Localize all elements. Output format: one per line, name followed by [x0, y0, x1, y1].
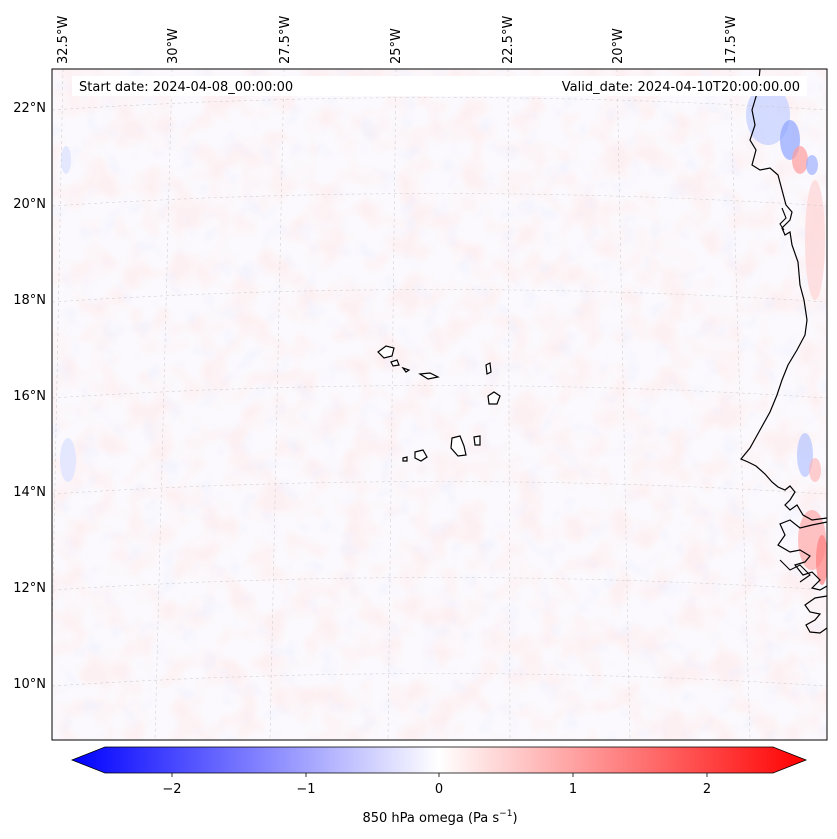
- longitude-labels: 32.5°W 30°W 27.5°W 25°W 22.5°W 20°W 17.5…: [56, 16, 739, 64]
- colorbar-tick-neg1: −1: [296, 782, 315, 797]
- colorbar-tick-neg2: −2: [162, 782, 181, 797]
- lon-label-25w: 25°W: [389, 28, 404, 64]
- lat-label-22n: 22°N: [13, 101, 46, 116]
- lat-label-14n: 14°N: [13, 485, 46, 500]
- africa-coastline-south: [777, 519, 827, 591]
- africa-coastline: [740, 69, 827, 521]
- africa-coastline-guinea: [804, 595, 827, 634]
- date-header-background: [72, 76, 807, 96]
- lat-label-18n: 18°N: [13, 293, 46, 308]
- lon-label-32-5w: 32.5°W: [56, 16, 71, 64]
- lon-label-27-5w: 27.5°W: [278, 16, 293, 64]
- colorbar-tick-marks: [171, 773, 708, 777]
- valid-date-label: Valid_date: 2024-04-10T20:00:00.00: [562, 80, 800, 95]
- colorbar-title: 850 hPa omega (Pa s−1): [362, 809, 517, 826]
- lat-label-12n: 12°N: [13, 581, 46, 596]
- colorbar-tick-0: 0: [435, 782, 443, 797]
- colorbar: −2 −1 0 1 2 850 hPa omega (Pa s−1): [70, 746, 808, 826]
- coastal-omega-features: [60, 85, 827, 585]
- lon-label-20w: 20°W: [611, 28, 626, 64]
- lat-label-20n: 20°N: [13, 197, 46, 212]
- lat-label-10n: 10°N: [13, 677, 46, 692]
- lon-label-30w: 30°W: [166, 28, 181, 64]
- lon-label-22-5w: 22.5°W: [501, 16, 516, 64]
- start-date-label: Start date: 2024-04-08_00:00:00: [79, 80, 293, 95]
- lat-label-16n: 16°N: [13, 389, 46, 404]
- colorbar-tick-2: 2: [703, 782, 711, 797]
- colorbar-tick-1: 1: [569, 782, 577, 797]
- cape-verde-islands: [377, 345, 501, 462]
- latitude-labels: 22°N 20°N 18°N 16°N 14°N 12°N 10°N: [13, 101, 46, 692]
- colorbar-body: [70, 746, 808, 774]
- map-panel: [52, 69, 827, 740]
- lon-label-17-5w: 17.5°W: [724, 16, 739, 64]
